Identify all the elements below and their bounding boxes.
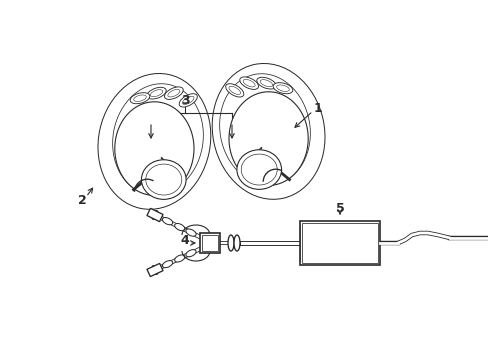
Ellipse shape <box>236 150 281 189</box>
Ellipse shape <box>141 160 186 199</box>
Ellipse shape <box>185 229 196 236</box>
Polygon shape <box>115 102 194 195</box>
Ellipse shape <box>227 235 234 251</box>
Bar <box>302 223 377 263</box>
Text: 3: 3 <box>181 94 189 107</box>
Bar <box>147 208 163 222</box>
Ellipse shape <box>234 235 240 251</box>
Ellipse shape <box>152 266 157 274</box>
Text: 4: 4 <box>180 234 189 247</box>
Ellipse shape <box>130 93 149 104</box>
Ellipse shape <box>225 84 244 97</box>
Ellipse shape <box>273 83 292 94</box>
Ellipse shape <box>239 77 258 89</box>
Polygon shape <box>228 92 307 185</box>
Ellipse shape <box>162 217 172 225</box>
Bar <box>202 235 218 251</box>
Bar <box>200 233 220 253</box>
Ellipse shape <box>174 255 184 262</box>
Bar <box>147 264 163 276</box>
Text: 2: 2 <box>78 194 86 207</box>
Bar <box>299 221 379 265</box>
Ellipse shape <box>146 87 166 99</box>
Text: 5: 5 <box>335 202 344 215</box>
Ellipse shape <box>256 77 276 89</box>
Ellipse shape <box>164 87 183 99</box>
Ellipse shape <box>152 211 157 219</box>
Ellipse shape <box>174 224 184 231</box>
Ellipse shape <box>162 261 172 268</box>
Text: 1: 1 <box>313 102 322 114</box>
Ellipse shape <box>185 249 196 257</box>
Ellipse shape <box>179 94 197 107</box>
